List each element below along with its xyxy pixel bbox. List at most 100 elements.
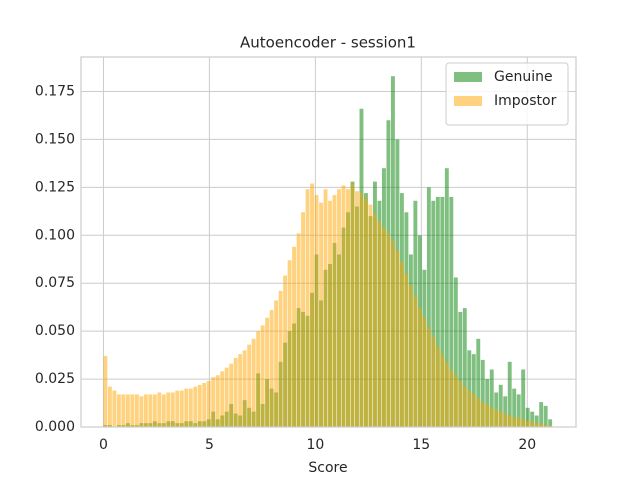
bar [134,394,139,427]
bar [530,421,535,427]
bar [323,189,328,427]
bar [444,361,449,427]
bar [386,233,391,427]
bar [498,411,503,427]
bar [337,189,341,427]
bar [548,425,553,427]
bar [364,198,368,427]
bar [130,394,135,427]
bar [332,195,337,427]
legend-label: Genuine [494,69,553,85]
bar [220,371,225,427]
bar [224,367,229,427]
bar [112,390,117,427]
bar [512,388,517,427]
bar [462,308,467,427]
bar [548,419,553,427]
bar [453,277,458,427]
bar [139,396,144,427]
legend-swatch [454,96,482,106]
bar [467,350,472,427]
bar [381,227,386,427]
bar [462,386,467,427]
bar [287,260,292,427]
bar [449,196,454,427]
bar [444,168,449,427]
bar [211,377,216,427]
bar [202,382,207,427]
bar [166,392,171,427]
bar [278,290,283,427]
bar [242,350,247,427]
bar [265,317,270,427]
bar [404,273,409,427]
bar [350,183,355,427]
bar [489,407,494,427]
bar [431,200,436,427]
x-tick-label: 20 [518,437,536,453]
bar [310,183,314,427]
bar [103,356,108,427]
bar [247,344,252,427]
y-tick-label: 0.175 [35,84,75,100]
plot-frame [80,56,577,428]
chart-title: Autoencoder - session1 [240,34,416,52]
bar [408,285,413,427]
bar [516,417,521,427]
bar [534,423,539,427]
bar [157,392,162,427]
bar [233,357,238,427]
bar [346,189,350,427]
bar [476,398,481,427]
bar [328,200,332,427]
bar [390,241,395,427]
bar [372,214,377,427]
bar [229,363,234,427]
bar [480,402,485,427]
bar [476,338,481,427]
bar [116,394,121,427]
x-tick-label: 0 [99,437,108,453]
bar [238,354,243,427]
bar [301,212,306,427]
bar [435,346,440,427]
bar [359,193,364,427]
x-tick-label: 10 [306,437,324,453]
bar [489,369,494,427]
bar [507,361,512,427]
bar [107,386,112,427]
bar [485,403,490,427]
bar [148,394,153,427]
bar [543,425,548,427]
bar [296,233,301,427]
bar [206,380,211,427]
bar [539,423,544,427]
bar [368,204,373,427]
bar [494,392,499,427]
bar [516,394,521,427]
y-tick-label: 0.075 [35,275,75,291]
bar [395,250,400,427]
bar [440,196,445,427]
bar [161,394,166,427]
bar [431,336,436,427]
bar [269,310,274,427]
bar [399,262,404,427]
bar [471,394,476,427]
bar [274,300,279,427]
bar [215,375,220,427]
legend-swatch [454,72,482,82]
bar [458,311,463,427]
x-tick-label: 15 [412,437,430,453]
bar [467,390,472,427]
bar [543,405,548,427]
bar [355,191,359,427]
bar [314,195,319,427]
bar [125,394,130,427]
bar [305,189,310,427]
bar [143,394,148,427]
bar [426,187,431,427]
bar [480,359,485,427]
bar [512,417,517,427]
